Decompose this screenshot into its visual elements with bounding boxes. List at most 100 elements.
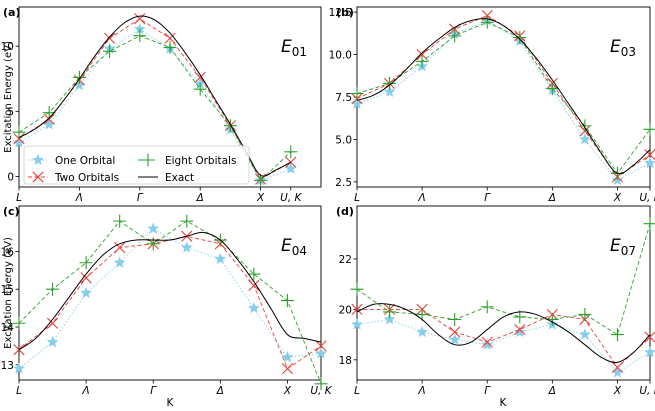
series-line xyxy=(356,18,651,175)
data-point xyxy=(415,54,429,68)
series-one-orbital xyxy=(351,313,655,378)
panel-e01: 0 5 10 L Λ Γ Δ X U, K (a) E01 One Orbital Two Orbita… xyxy=(1,6,322,204)
data-point xyxy=(383,305,397,319)
data-point xyxy=(383,85,396,97)
data-point xyxy=(480,15,494,29)
data-point xyxy=(514,323,526,336)
data-point xyxy=(578,328,591,340)
axes-frame xyxy=(18,6,322,188)
data-point xyxy=(281,363,294,375)
x-axis-label: K xyxy=(500,397,508,409)
data-point xyxy=(350,282,364,296)
y-tick-label: 5.0 xyxy=(335,134,352,146)
data-point xyxy=(578,133,591,145)
data-point xyxy=(481,336,493,348)
x-tick-label: Γ xyxy=(484,385,491,397)
legend-item-two-orbitals: Two Orbitals xyxy=(28,171,119,184)
series-line xyxy=(356,319,651,374)
data-point xyxy=(146,237,160,251)
x-tick-label: X xyxy=(256,192,265,204)
data-point xyxy=(416,325,429,338)
x-tick-label: Δ xyxy=(548,385,556,397)
legend-marker xyxy=(32,171,44,183)
y-tick-label: 18 xyxy=(339,355,352,367)
y-tick-label: 14 xyxy=(1,322,15,334)
data-point xyxy=(480,300,494,314)
series-line xyxy=(18,28,291,182)
series-line xyxy=(18,228,322,370)
panel-title-main: E xyxy=(610,236,621,256)
data-point xyxy=(350,87,364,101)
data-point xyxy=(383,313,396,325)
x-tick-label: Λ xyxy=(82,385,90,397)
legend-label: Exact xyxy=(165,172,194,184)
data-point xyxy=(180,241,193,253)
panel-title: E04 xyxy=(281,236,307,258)
legend-item-one-orbital: One Orbital xyxy=(28,153,115,167)
data-point xyxy=(114,242,126,254)
axes-frame xyxy=(356,205,651,381)
data-point xyxy=(644,346,655,358)
y-tick-label: 22 xyxy=(339,254,352,266)
y-tick-label: 7.5 xyxy=(335,92,352,104)
legend: One Orbital Two Orbitals Eight Orbitals Exa… xyxy=(23,145,250,185)
data-point xyxy=(281,351,294,363)
data-point xyxy=(147,222,160,234)
data-point xyxy=(643,122,655,136)
data-point xyxy=(285,156,297,168)
legend-item-eight-orbitals: Eight Orbitals xyxy=(138,153,236,167)
panel-title-sub: 01 xyxy=(292,45,307,59)
data-point xyxy=(180,214,194,228)
series-exact xyxy=(356,303,651,363)
x-tick-label: L xyxy=(354,192,360,204)
data-point xyxy=(13,136,25,148)
data-point xyxy=(481,338,494,350)
x-tick-label: Δ xyxy=(216,385,224,397)
y-axis-label: Excitation Energy (eV) xyxy=(3,237,14,349)
data-point xyxy=(134,13,146,25)
x-tick-label: Δ xyxy=(196,192,204,204)
data-point xyxy=(284,145,298,159)
panel-title-main: E xyxy=(281,37,292,57)
series-two-orbitals xyxy=(13,230,327,375)
data-point xyxy=(80,272,92,284)
data-point xyxy=(383,76,397,90)
data-point xyxy=(644,157,655,169)
panel-label: (a) xyxy=(3,6,20,19)
data-point xyxy=(43,118,56,130)
data-point xyxy=(351,303,363,315)
data-point xyxy=(163,40,177,54)
panel-title-sub: 03 xyxy=(621,45,636,59)
x-tick-label: U, K xyxy=(639,192,655,204)
x-axis-label: K xyxy=(167,397,175,409)
legend-marker xyxy=(141,153,155,167)
data-point xyxy=(72,70,86,84)
panel-e04: 13 14 15 16 L Λ Γ Δ X U, K (c) E04 xyxy=(1,205,333,397)
data-point xyxy=(214,252,227,264)
data-point xyxy=(113,256,126,268)
y-tick-label: 10.0 xyxy=(329,50,352,62)
data-point xyxy=(247,301,260,314)
data-point xyxy=(133,22,146,35)
series-eight-orbitals xyxy=(12,214,328,391)
data-point xyxy=(12,316,26,330)
data-point xyxy=(223,119,237,133)
series-exact xyxy=(356,18,651,175)
x-tick-label: X xyxy=(613,385,622,397)
x-tick-label: L xyxy=(354,385,360,397)
x-tick-label: Γ xyxy=(137,192,144,204)
data-point xyxy=(513,325,526,338)
x-tick-label: Δ xyxy=(548,192,556,204)
legend-label: Two Orbitals xyxy=(54,172,119,184)
data-point xyxy=(314,377,328,391)
data-point xyxy=(351,318,363,330)
data-point xyxy=(46,317,59,329)
data-point xyxy=(644,331,655,343)
data-point xyxy=(448,29,462,43)
x-tick-label: U, K xyxy=(639,385,655,397)
series-line xyxy=(18,235,322,370)
data-point xyxy=(545,82,559,96)
data-point xyxy=(113,214,127,228)
data-point xyxy=(578,119,592,133)
